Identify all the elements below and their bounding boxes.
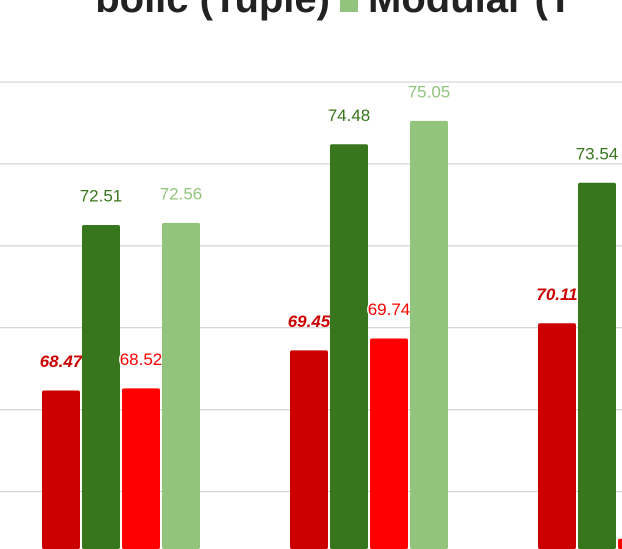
data-label: 68.52 — [120, 350, 163, 369]
data-label: 72.51 — [80, 186, 123, 205]
bar — [330, 144, 368, 549]
bar — [82, 224, 120, 549]
legend-swatch — [340, 0, 358, 12]
bar — [162, 222, 200, 549]
legend-label: Modular (T — [368, 0, 572, 21]
bar — [122, 388, 160, 549]
data-label: 68.47 — [40, 352, 84, 371]
data-label: 70.11 — [536, 285, 577, 304]
bar — [370, 338, 408, 549]
data-label: 72.56 — [160, 184, 203, 203]
bar — [42, 390, 80, 549]
legend-label: bolic (Tuple) — [95, 0, 330, 21]
bar — [290, 350, 328, 549]
bar — [618, 538, 622, 549]
bar — [538, 323, 576, 549]
bar — [578, 182, 616, 549]
bar — [410, 120, 448, 549]
data-label: 73.54 — [576, 144, 619, 163]
data-label: 75.05 — [408, 82, 451, 101]
data-label: 74.48 — [328, 106, 371, 125]
data-label: 69.74 — [368, 300, 411, 319]
data-label: 69.45 — [288, 312, 331, 331]
